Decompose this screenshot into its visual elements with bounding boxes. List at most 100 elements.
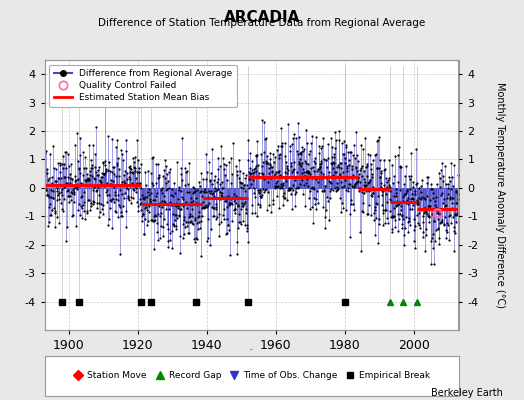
Point [138, 195, 147, 202]
Point [348, 163, 357, 170]
Point [187, 199, 195, 206]
Point [173, 196, 182, 202]
Point [309, 184, 318, 190]
Point [365, 179, 373, 186]
Point [194, 199, 203, 206]
Point [157, 210, 165, 216]
Point [446, 196, 455, 203]
Point [443, 194, 452, 201]
Point [41, 187, 50, 193]
Point [279, 202, 287, 208]
Point [245, 175, 253, 182]
Point [377, 184, 386, 190]
Point [411, 191, 420, 197]
Point [64, 193, 73, 199]
Point [255, 169, 263, 176]
Point [73, 186, 82, 192]
Point [232, 162, 241, 169]
Point [68, 176, 77, 182]
Point [248, 202, 256, 208]
Point [162, 186, 171, 193]
Point [47, 180, 55, 187]
Point [397, 203, 406, 210]
Point [176, 249, 184, 256]
Point [429, 194, 438, 201]
Point [292, 184, 301, 191]
Point [84, 176, 93, 182]
Point [284, 187, 292, 193]
Point [123, 169, 131, 176]
Point [124, 195, 132, 202]
Point [121, 190, 129, 196]
Point [45, 204, 53, 210]
Point [160, 216, 168, 223]
Point [55, 190, 63, 196]
Point [409, 216, 418, 222]
Point [278, 140, 286, 146]
Point [383, 179, 391, 186]
Point [312, 206, 321, 212]
Point [56, 169, 64, 175]
Point [259, 171, 267, 177]
Point [167, 201, 176, 208]
Point [307, 165, 315, 172]
Point [121, 180, 129, 186]
Point [302, 127, 310, 134]
Point [305, 188, 314, 195]
Point [246, 170, 255, 176]
Point [310, 185, 319, 192]
Point [421, 248, 430, 254]
Point [384, 186, 392, 193]
Point [42, 192, 51, 198]
Point [403, 218, 412, 225]
Point [270, 153, 279, 160]
Point [379, 188, 387, 195]
Point [209, 189, 217, 196]
Legend: Station Move, Record Gap, Time of Obs. Change, Empirical Break: Station Move, Record Gap, Time of Obs. C… [71, 370, 432, 382]
Point [179, 234, 187, 241]
Point [398, 220, 406, 227]
Point [59, 164, 67, 171]
Point [110, 199, 118, 205]
Point [331, 129, 340, 136]
Point [390, 217, 399, 223]
Point [192, 220, 201, 226]
Point [304, 183, 313, 189]
Point [250, 169, 258, 176]
Point [143, 194, 151, 200]
Point [343, 185, 352, 192]
Point [223, 216, 231, 223]
Point [65, 162, 73, 169]
Point [230, 190, 238, 197]
Point [187, 218, 195, 224]
Point [408, 195, 416, 201]
Point [269, 174, 278, 180]
Point [125, 174, 133, 181]
Point [292, 135, 300, 142]
Point [90, 184, 98, 190]
Point [445, 213, 453, 219]
Point [210, 177, 218, 183]
Point [253, 152, 261, 158]
Point [449, 214, 457, 220]
Point [365, 177, 374, 184]
Point [245, 165, 254, 171]
Point [249, 177, 257, 184]
Point [172, 212, 180, 218]
Point [141, 194, 149, 200]
Point [106, 198, 115, 204]
Point [331, 169, 340, 176]
Point [317, 158, 325, 165]
Point [130, 164, 139, 171]
Point [415, 194, 423, 201]
Point [342, 144, 350, 150]
Point [116, 204, 124, 210]
Point [212, 204, 221, 210]
Point [418, 176, 426, 183]
Point [330, 160, 338, 166]
Point [121, 168, 129, 174]
Point [369, 190, 378, 196]
Point [403, 197, 411, 204]
Point [59, 183, 68, 190]
Point [248, 158, 257, 164]
